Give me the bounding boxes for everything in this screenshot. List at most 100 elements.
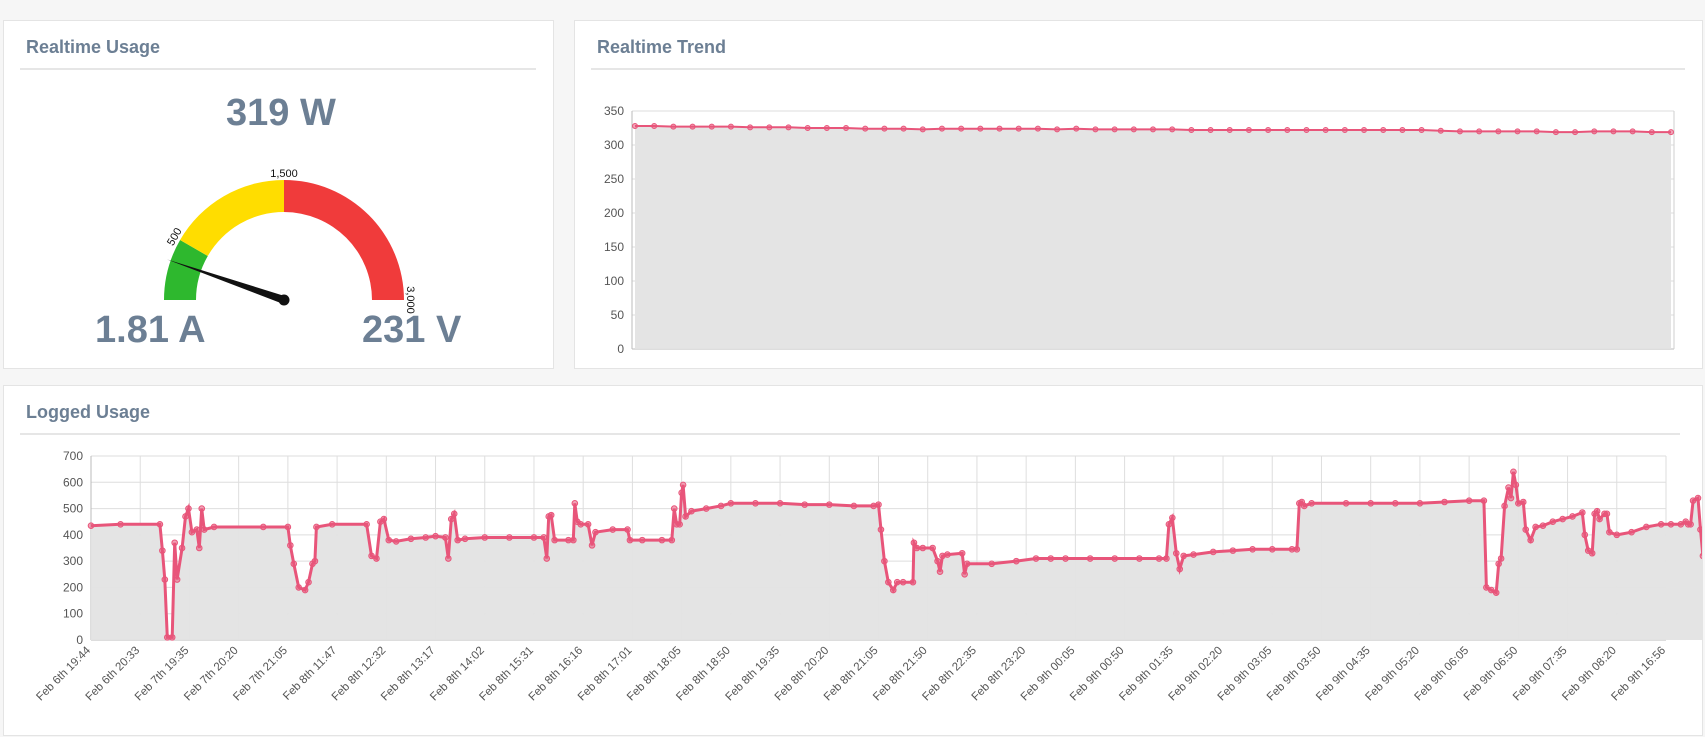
gauge-band-1 [180, 180, 284, 256]
data-point [626, 536, 634, 544]
data-point [373, 555, 380, 562]
data-point [624, 526, 631, 533]
data-point [432, 532, 439, 540]
data-point [1073, 125, 1080, 132]
gauge-needle [166, 259, 286, 304]
data-point [1495, 128, 1502, 135]
data-point [919, 126, 926, 133]
data-point [1699, 552, 1702, 560]
data-point [651, 122, 658, 129]
gauge-needle-hub [278, 294, 290, 306]
data-point [875, 501, 882, 508]
data-point [1501, 502, 1508, 510]
data-point [1495, 560, 1502, 568]
data-point [936, 568, 944, 575]
data-point [185, 505, 192, 512]
data-point [1569, 513, 1576, 520]
data-point [1367, 500, 1374, 507]
data-point [1519, 498, 1527, 506]
data-point [1169, 514, 1176, 522]
data-point [727, 500, 735, 507]
power-readout: 319 W [226, 92, 336, 134]
data-point [877, 526, 885, 533]
data-point [929, 544, 936, 552]
data-point [1581, 531, 1589, 539]
data-point [1300, 502, 1308, 510]
data-point [1559, 515, 1566, 523]
data-point [1596, 515, 1603, 523]
data-point [1380, 127, 1387, 134]
data-point [1441, 498, 1448, 506]
data-point [1648, 129, 1655, 136]
data-point [445, 555, 452, 562]
data-point [1507, 494, 1515, 502]
data-point [881, 125, 888, 132]
data-point [1418, 127, 1425, 134]
data-point [1155, 555, 1163, 562]
data-point [1522, 526, 1530, 533]
data-point [961, 570, 968, 578]
data-point [287, 542, 294, 549]
data-point [1610, 128, 1617, 135]
data-point [752, 500, 759, 507]
data-point [1476, 128, 1483, 135]
data-point [963, 560, 971, 568]
data-point [328, 521, 336, 528]
data-point [1226, 127, 1233, 134]
data-point [461, 535, 469, 543]
data-point [1549, 518, 1557, 526]
data-point [407, 535, 415, 543]
data-point [571, 500, 579, 507]
data-point [295, 584, 303, 591]
realtime-usage-divider [20, 68, 536, 70]
data-point [1629, 128, 1636, 135]
data-point [543, 555, 551, 562]
data-point [958, 125, 965, 132]
data-point [850, 502, 858, 510]
data-point [117, 521, 124, 528]
data-point [530, 534, 538, 541]
data-point [1533, 128, 1540, 135]
data-point [368, 552, 375, 560]
data-point [156, 521, 164, 528]
data-point [1514, 128, 1521, 135]
data-point [996, 125, 1003, 132]
data-point [893, 578, 901, 586]
data-point [900, 125, 907, 132]
data-point [1229, 547, 1237, 554]
data-point [1054, 126, 1061, 133]
data-point [284, 523, 292, 531]
data-point [577, 521, 585, 528]
data-point [1643, 523, 1650, 531]
data-point [1399, 127, 1406, 134]
data-point [1086, 555, 1094, 562]
y-tick-label: 300 [604, 138, 624, 152]
y-tick-label: 0 [76, 633, 83, 647]
data-point [804, 125, 811, 131]
data-point [182, 513, 189, 520]
data-point [1497, 555, 1505, 562]
data-point [1176, 565, 1184, 573]
data-point [881, 557, 888, 565]
realtime-trend-panel: Realtime Trend 0 50 100 150 200 250 300 350 [574, 20, 1703, 369]
data-point [1697, 526, 1702, 533]
data-point [988, 560, 996, 568]
y-tick-label: 50 [611, 308, 625, 322]
data-point [173, 576, 181, 583]
data-point [161, 576, 169, 583]
data-point [1613, 531, 1621, 539]
data-point [551, 536, 558, 544]
data-point [885, 578, 892, 586]
data-point [259, 523, 267, 531]
data-point [1207, 127, 1214, 134]
data-point [1163, 555, 1170, 562]
data-point [1322, 127, 1329, 134]
data-point [1169, 126, 1176, 133]
data-point [801, 501, 808, 508]
data-point [1603, 510, 1611, 518]
data-point [727, 123, 734, 130]
y-tick-label: 250 [604, 172, 624, 186]
data-point [592, 528, 599, 536]
data-point [909, 578, 917, 586]
realtime-trend-divider [591, 68, 1685, 70]
